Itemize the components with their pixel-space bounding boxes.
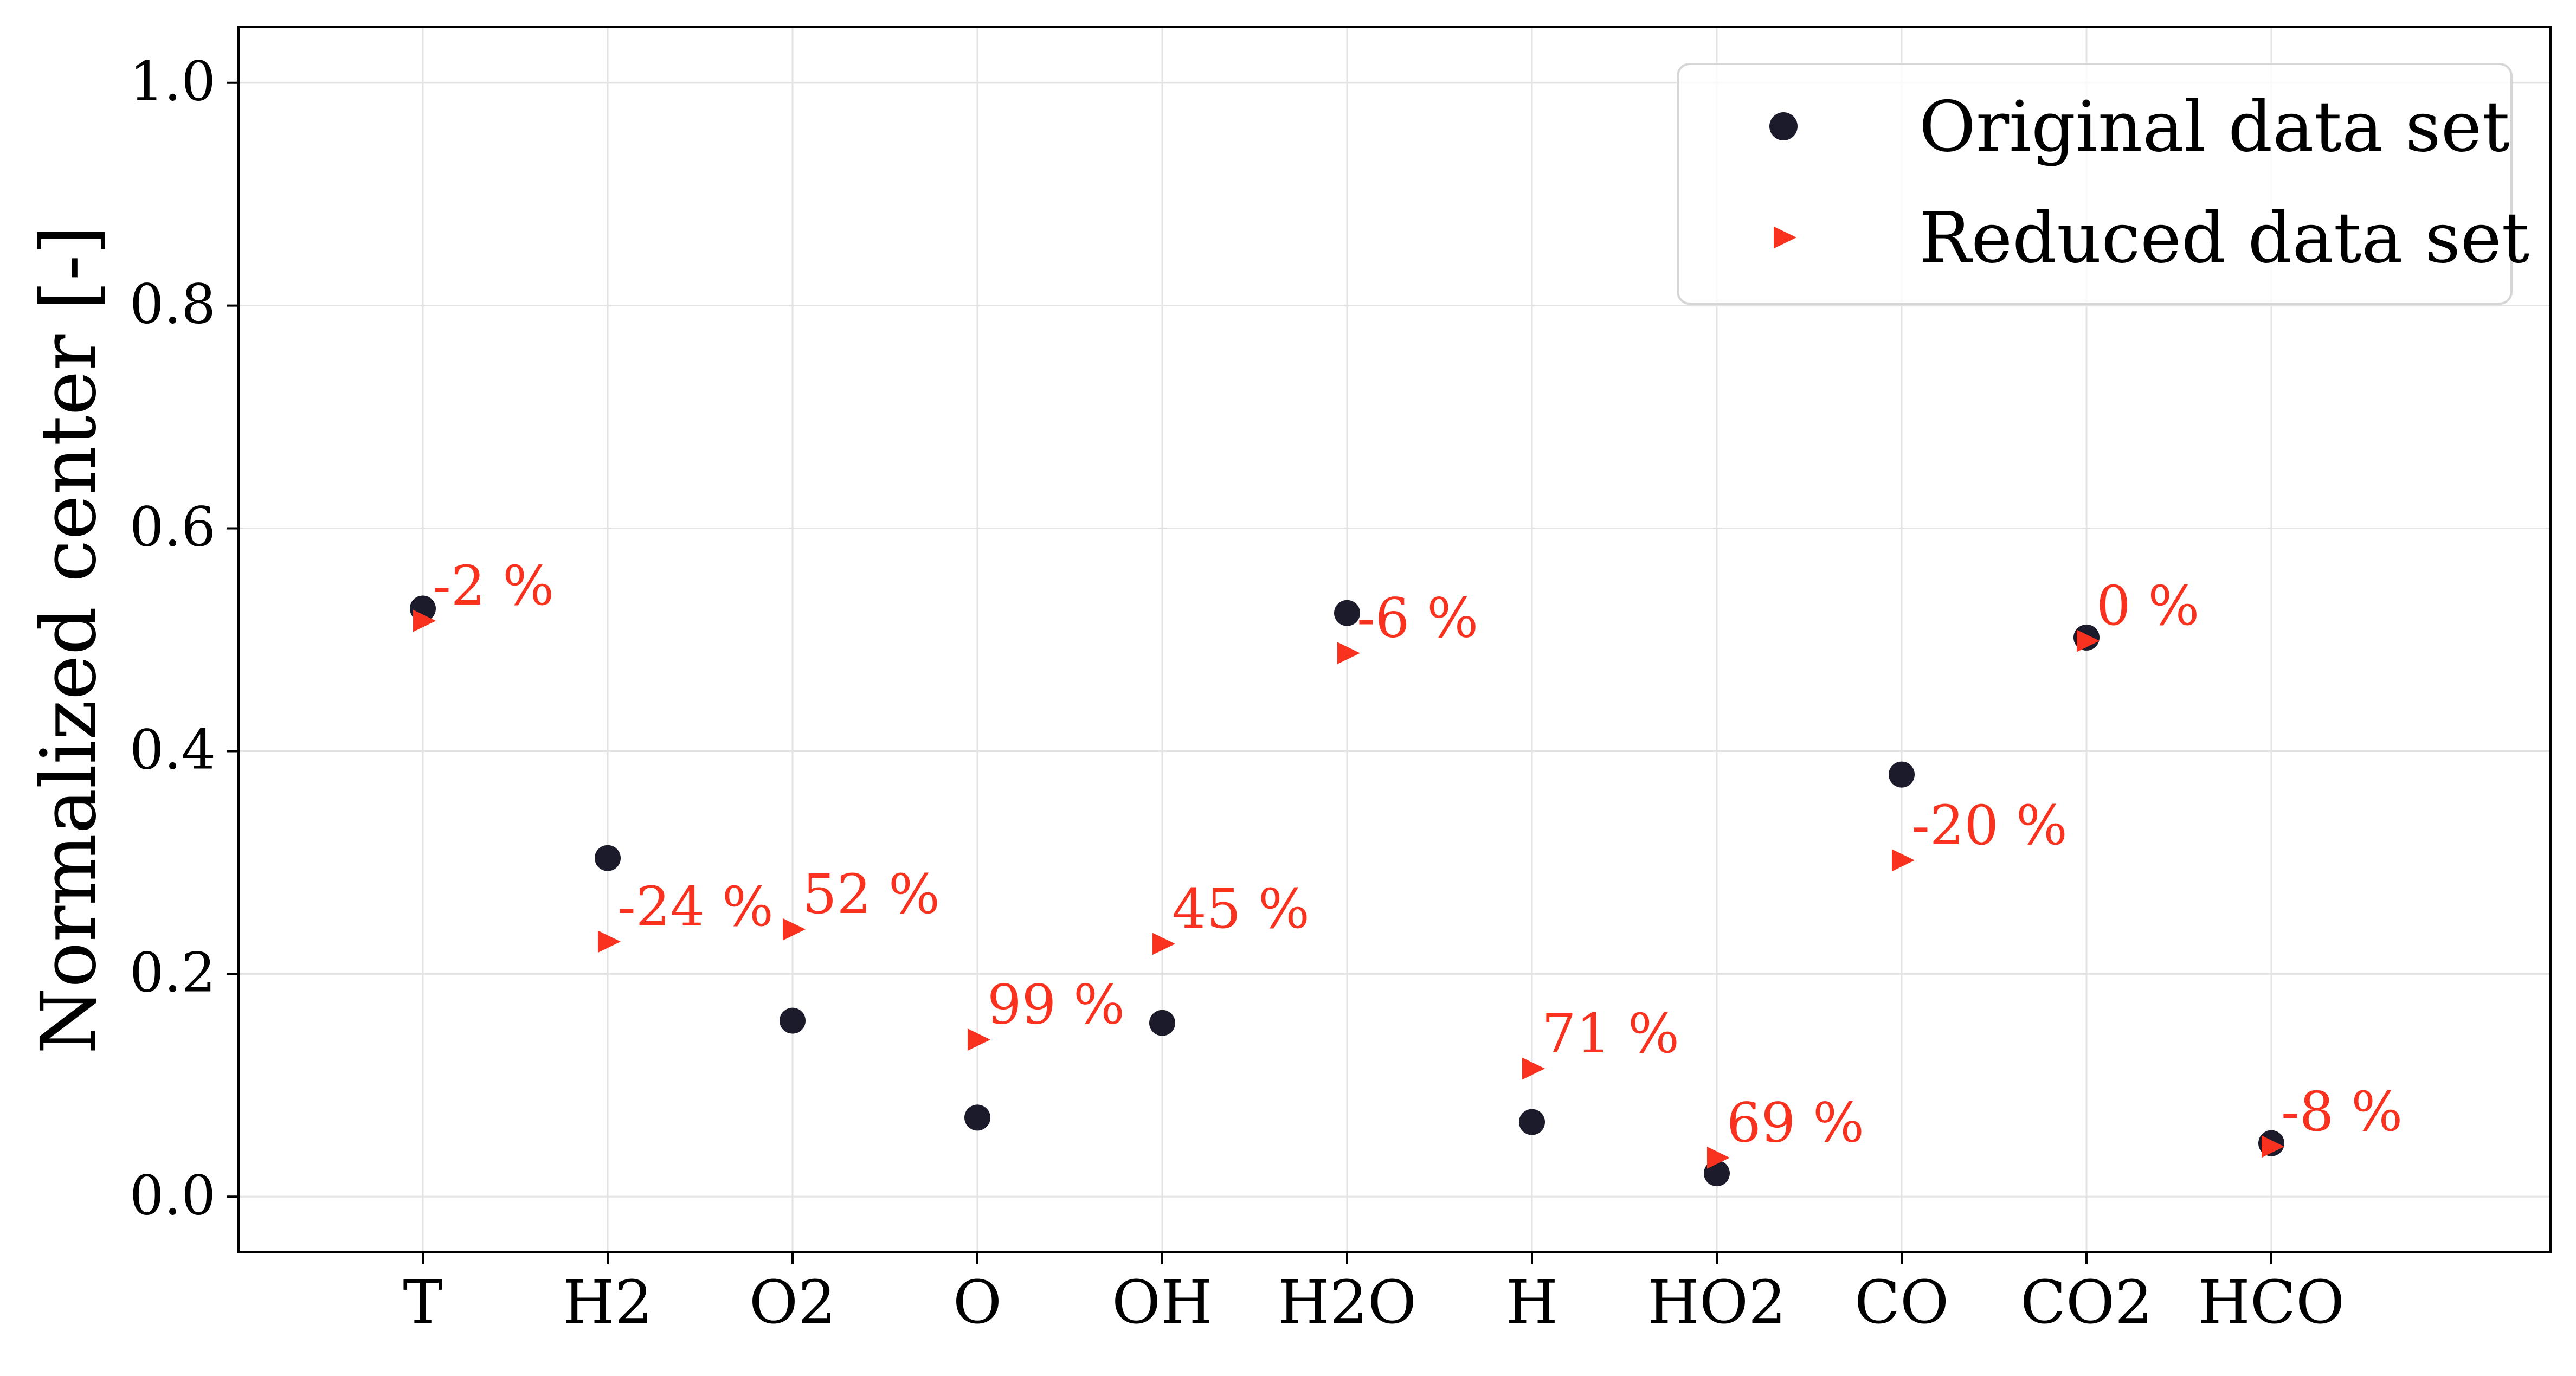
percent-annotations: -2 % -24 % 52 % 99 % 45 % -6 % 71 % 69 % -20 % 0 … [433,554,2403,1154]
x-tick-label: HCO [2198,1268,2345,1337]
x-tick-label: T [403,1268,442,1337]
x-tick-label: H2 [563,1268,653,1337]
percent-annotation: 45 % [1172,877,1310,941]
x-tick-label: OH [1112,1268,1213,1337]
series-markers [410,595,2284,1187]
reduced-point [968,1028,990,1051]
axis-ticks: T H2 O2 O OH H2O H HO2 CO CO2 HCO 0.0 0.2 0.4 0.6 0.8 1.… [130,50,2345,1337]
percent-annotation: -8 % [2281,1080,2403,1143]
original-point [1519,1109,1545,1135]
reduced-point [413,609,436,632]
reduced-point [1707,1146,1730,1169]
x-tick-label: H2O [1278,1268,1416,1337]
legend-marker-reduced [1774,226,1796,249]
x-tick-label: O2 [749,1268,836,1337]
reduced-point [1892,849,1915,872]
percent-annotation: -2 % [433,554,554,618]
percent-annotation: -24 % [617,875,774,938]
original-point [1334,600,1360,626]
y-axis-label: Normalized center [-] [25,226,113,1054]
percent-annotation: 52 % [802,863,940,926]
x-tick-label: O [953,1268,1002,1337]
y-tick-label: 0.8 [130,273,216,336]
percent-annotation: 0 % [2096,574,2199,638]
reduced-point [1337,642,1360,665]
y-tick-label: 0.2 [130,941,216,1004]
legend: Original data set Reduced data set [1677,63,2529,305]
legend-label: Original data set [1919,87,2510,168]
original-point [780,1007,806,1034]
percent-annotation: -20 % [1911,794,2068,857]
percent-annotation: 71 % [1542,1002,1679,1065]
reduced-point [2077,629,2100,652]
original-point [1149,1010,1175,1036]
reduced-point [783,918,806,941]
reduced-point [598,930,621,953]
plot-frame [237,26,2552,1253]
original-point [964,1104,990,1131]
reduced-point [1522,1057,1545,1080]
legend-marker-original [1769,112,1798,140]
y-tick-label: 1.0 [130,50,216,113]
original-point [1889,761,1915,788]
y-tick-label: 0.6 [130,496,216,559]
y-tick-label: 0.0 [130,1163,216,1227]
reduced-point [1152,933,1175,955]
x-tick-label: H [1506,1268,1558,1337]
original-point [595,845,621,871]
percent-annotation: 99 % [987,973,1125,1037]
percent-annotation: -6 % [1357,587,1478,650]
legend-box [1677,63,2513,305]
x-tick-label: CO [1854,1268,1949,1337]
x-tick-label: HO2 [1647,1268,1786,1337]
x-tick-label: CO2 [2020,1268,2153,1337]
y-tick-label: 0.4 [130,718,216,781]
reduced-point [2262,1135,2284,1158]
percent-annotation: 69 % [1727,1091,1864,1154]
legend-label: Reduced data set [1919,198,2529,279]
